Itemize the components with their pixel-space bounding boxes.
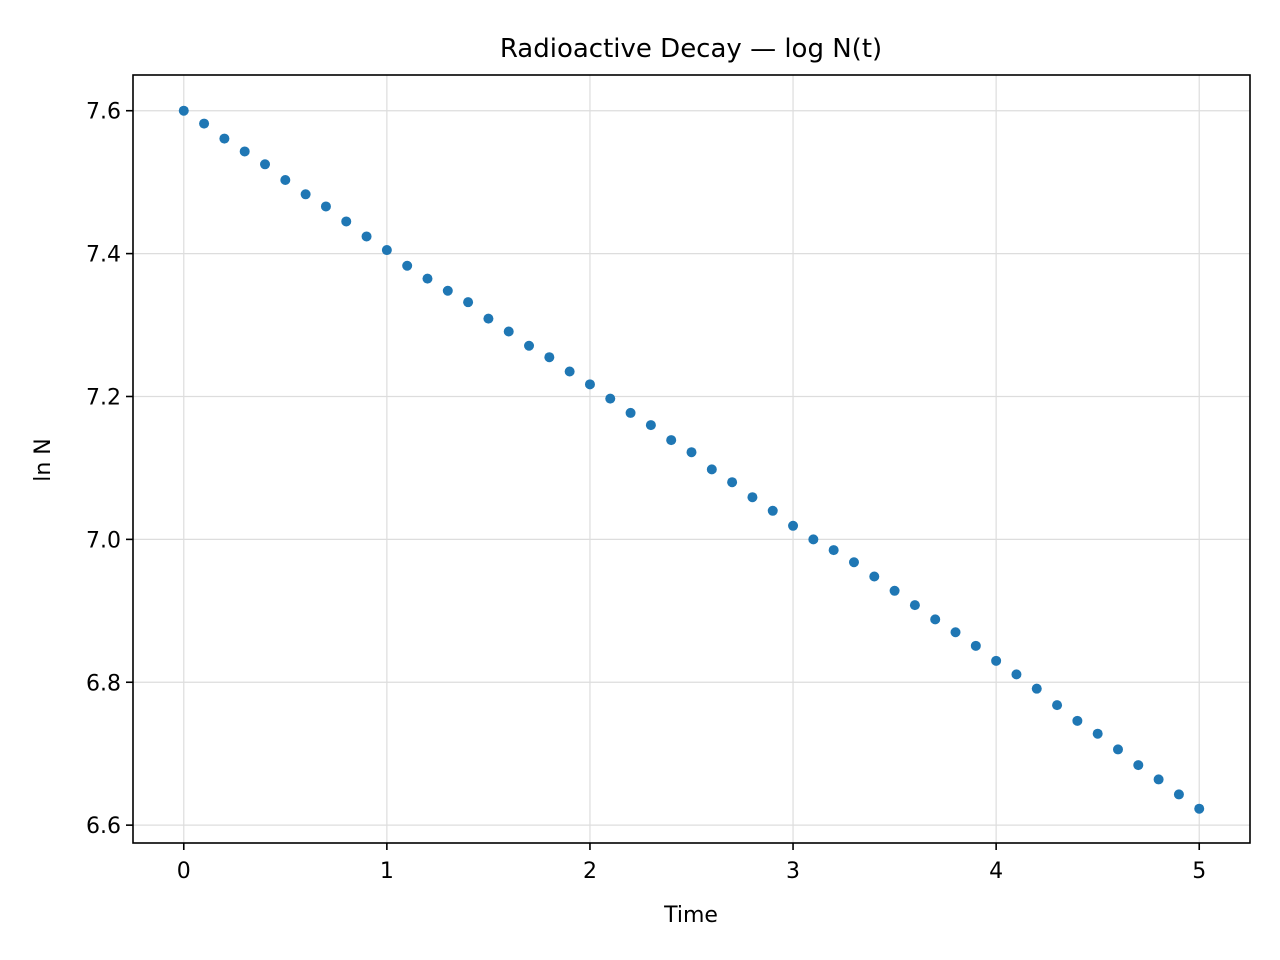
data-point [747,492,758,503]
data-point [524,340,535,351]
y-tick-label: 6.6 [86,814,121,839]
data-point [483,313,494,324]
data-point [1173,789,1184,800]
y-tick-label: 6.8 [86,671,121,696]
data-point [909,600,920,611]
data-point [300,189,311,200]
chart-title: Radioactive Decay — log N(t) [500,34,882,64]
x-tick-label: 0 [177,859,191,884]
data-point [199,118,210,129]
data-point [788,520,799,531]
data-point [544,352,555,363]
data-point [422,273,433,284]
x-axis-label: Time [663,903,718,928]
data-point [706,464,717,475]
data-points [178,105,1205,814]
data-point [280,175,291,186]
plot-frame [132,74,1251,844]
x-tick-label: 5 [1192,859,1206,884]
data-point [341,216,352,227]
data-point [991,655,1002,666]
y-axis-ticks: 6.6 6.8 7.0 7.2 7.4 7.6 [86,100,133,839]
data-point [1092,728,1103,739]
data-point [239,146,250,157]
data-point [564,366,575,377]
data-point [1133,760,1144,771]
data-point [808,534,819,545]
data-point [686,447,697,458]
data-point [584,379,595,390]
data-point [1011,669,1022,680]
data-point [1153,774,1164,785]
data-point [1052,700,1063,711]
y-tick-label: 7.4 [86,243,121,268]
data-point [767,505,778,516]
x-tick-label: 4 [989,859,1003,884]
data-point [727,477,738,488]
data-point [848,557,859,568]
x-tick-label: 1 [380,859,394,884]
data-point [1072,715,1083,726]
data-point [605,393,616,404]
y-tick-label: 7.6 [86,100,121,125]
data-point [442,285,453,296]
data-point [1112,744,1123,755]
data-point [463,297,474,308]
data-point [260,159,271,170]
data-point [889,585,900,596]
data-point [970,640,981,651]
x-axis-ticks: 0 1 2 3 4 5 [177,843,1206,884]
x-tick-label: 2 [583,859,597,884]
data-point [320,201,331,212]
data-point [503,326,514,337]
data-point [950,627,961,638]
grid [133,75,1250,843]
data-point [402,260,413,271]
data-point [869,571,880,582]
data-point [828,545,839,556]
y-axis-label: ln N [31,438,56,482]
data-point [645,420,656,431]
data-point [666,435,677,446]
data-point [1194,803,1205,814]
data-point [1031,683,1042,694]
data-point [625,407,636,418]
x-tick-label: 3 [786,859,800,884]
data-point [361,231,372,242]
data-point [381,245,392,256]
data-point [219,133,230,144]
y-tick-label: 7.2 [86,385,121,410]
data-point [930,614,941,625]
y-tick-label: 7.0 [86,528,121,553]
data-point [178,105,189,116]
